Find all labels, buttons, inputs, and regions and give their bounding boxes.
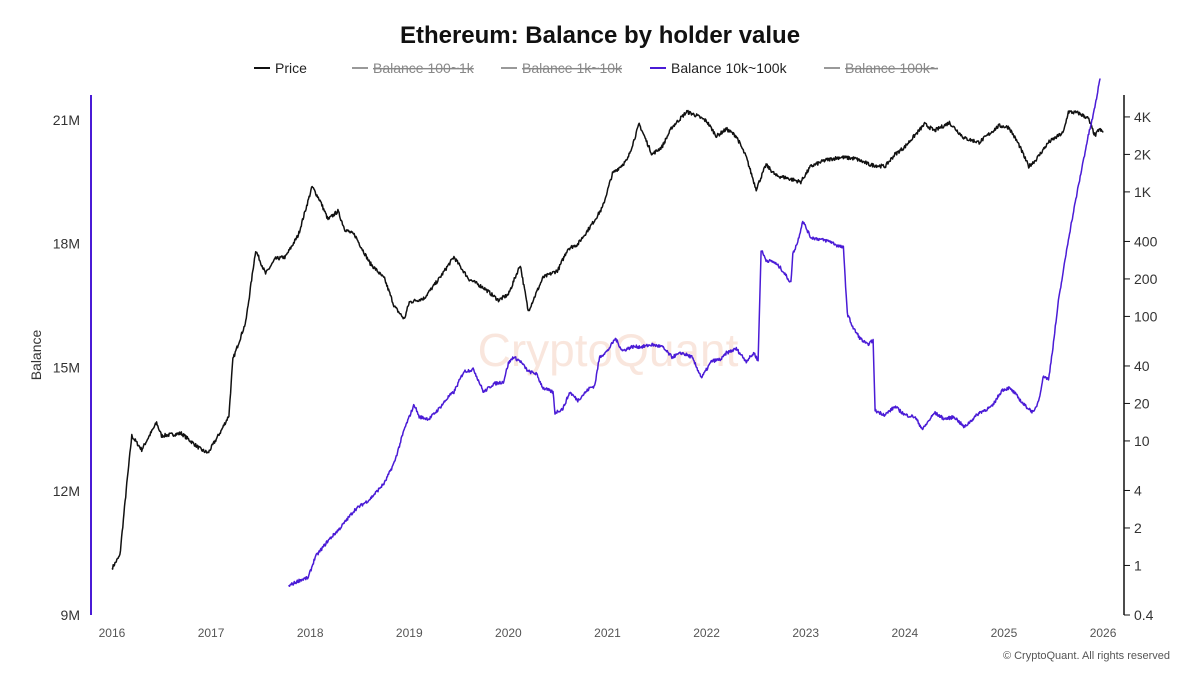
legend-label: Balance 10k~100k [671, 60, 788, 76]
x-tick-label: 2025 [991, 626, 1018, 640]
x-tick-label: 2026 [1090, 626, 1117, 640]
x-tick-label: 2024 [891, 626, 918, 640]
legend-item[interactable]: Price [254, 60, 307, 76]
right-axis-ticks: 0.4 1 2 4 10 20 40 100 200 400 1K 2K 4K [1124, 109, 1158, 623]
series-layer [111, 78, 1104, 587]
price-series-line [111, 109, 1104, 570]
legend-item[interactable]: Balance 100~1k [352, 60, 475, 76]
right-tick-label: 4K [1134, 109, 1152, 125]
legend-label: Price [275, 60, 307, 76]
x-tick-label: 2018 [297, 626, 324, 640]
left-tick-label: 9M [61, 607, 80, 623]
legend-item[interactable]: Balance 100k~ [824, 60, 938, 76]
right-tick-label: 1K [1134, 184, 1152, 200]
x-tick-label: 2017 [198, 626, 225, 640]
legend-label: Balance 100~1k [373, 60, 475, 76]
right-tick-label: 40 [1134, 358, 1150, 374]
y-axis-label: Balance [28, 329, 44, 380]
left-tick-label: 18M [53, 236, 80, 252]
x-tick-label: 2021 [594, 626, 621, 640]
right-tick-label: 20 [1134, 395, 1150, 411]
right-tick-label: 2 [1134, 520, 1142, 536]
x-tick-label: 2023 [792, 626, 819, 640]
left-tick-label: 21M [53, 112, 80, 128]
right-tick-label: 200 [1134, 271, 1158, 287]
x-tick-label: 2016 [99, 626, 126, 640]
legend-item[interactable]: Balance 1k~10k [501, 60, 623, 76]
right-tick-label: 0.4 [1134, 607, 1154, 623]
right-tick-label: 4 [1134, 482, 1142, 498]
legend-label: Balance 1k~10k [522, 60, 623, 76]
left-axis-ticks: 9M 12M 15M 18M 21M [53, 112, 80, 623]
right-tick-label: 1 [1134, 557, 1142, 573]
chart-legend[interactable]: Price Balance 100~1k Balance 1k~10k Balance… [254, 60, 938, 76]
left-tick-label: 15M [53, 359, 80, 375]
x-tick-label: 2019 [396, 626, 423, 640]
x-tick-label: 2022 [693, 626, 720, 640]
chart-title: Ethereum: Balance by holder value [400, 22, 800, 49]
legend-item[interactable]: Balance 10k~100k [650, 60, 788, 76]
right-tick-label: 400 [1134, 233, 1158, 249]
left-tick-label: 12M [53, 483, 80, 499]
right-tick-label: 100 [1134, 308, 1158, 324]
right-tick-label: 2K [1134, 146, 1152, 162]
x-axis-ticks: 2016 2017 2018 2019 2020 2021 2022 2023 2024 2025… [99, 626, 1117, 640]
copyright-text: © CryptoQuant. All rights reserved [1003, 650, 1170, 662]
balance-10k-100k-series-line [288, 78, 1101, 587]
legend-label: Balance 100k~ [845, 60, 938, 76]
right-tick-label: 10 [1134, 433, 1150, 449]
x-tick-label: 2020 [495, 626, 522, 640]
